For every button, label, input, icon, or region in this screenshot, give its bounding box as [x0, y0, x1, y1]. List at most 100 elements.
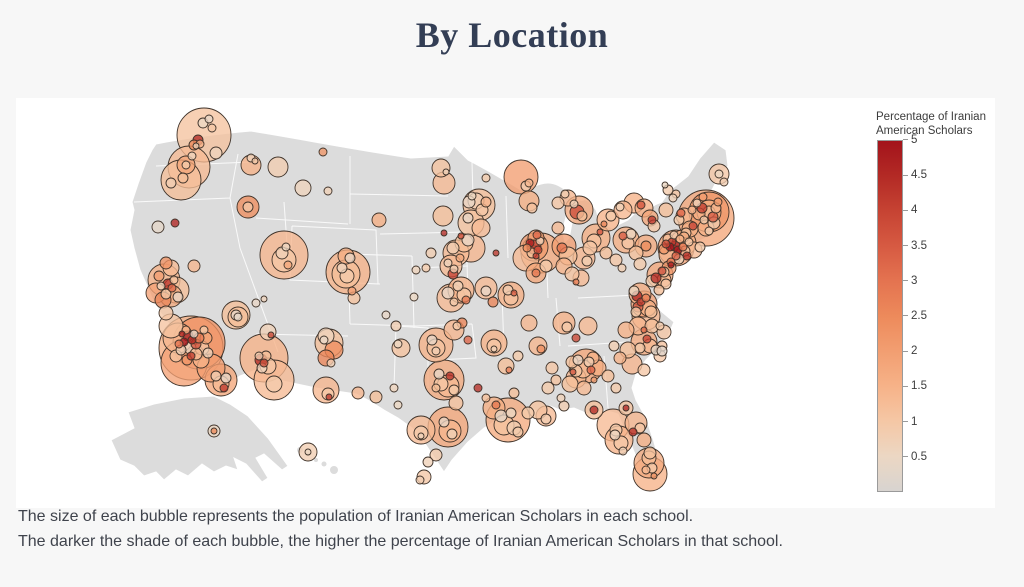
- bubble[interactable]: [628, 427, 638, 437]
- bubble[interactable]: [637, 363, 651, 377]
- bubble[interactable]: [586, 365, 596, 375]
- bubble[interactable]: [699, 215, 709, 225]
- bubble[interactable]: [449, 297, 459, 307]
- bubble[interactable]: [644, 305, 658, 319]
- bubble[interactable]: [259, 323, 277, 341]
- bubble[interactable]: [411, 265, 421, 275]
- bubble[interactable]: [452, 280, 464, 292]
- bubble[interactable]: [583, 356, 595, 368]
- bubble[interactable]: [259, 358, 269, 368]
- bubble[interactable]: [617, 263, 627, 273]
- bubble[interactable]: [641, 465, 651, 475]
- bubble[interactable]: [199, 325, 209, 335]
- bubble[interactable]: [539, 259, 553, 273]
- bubble[interactable]: [336, 262, 348, 274]
- bubble[interactable]: [448, 395, 464, 411]
- bubble[interactable]: [561, 375, 579, 393]
- bubble[interactable]: [461, 233, 475, 247]
- bubble[interactable]: [251, 298, 261, 308]
- bubble[interactable]: [540, 413, 552, 425]
- bubble[interactable]: [615, 202, 625, 212]
- bubble[interactable]: [532, 252, 540, 260]
- bubble[interactable]: [326, 358, 336, 368]
- bubble[interactable]: [457, 232, 465, 240]
- bubble[interactable]: [440, 229, 448, 237]
- bubble[interactable]: [520, 314, 538, 332]
- bubble[interactable]: [682, 251, 692, 261]
- bubble[interactable]: [505, 407, 517, 419]
- bubble[interactable]: [174, 339, 184, 349]
- bubble[interactable]: [667, 261, 675, 269]
- bubble[interactable]: [589, 405, 599, 415]
- bubble[interactable]: [463, 335, 473, 345]
- bubble[interactable]: [169, 275, 179, 285]
- bubble[interactable]: [487, 296, 499, 308]
- bubble[interactable]: [657, 266, 667, 276]
- bubble[interactable]: [443, 258, 453, 268]
- bubble[interactable]: [572, 278, 580, 286]
- bubble[interactable]: [393, 339, 403, 349]
- bubble[interactable]: [569, 368, 577, 376]
- bubble[interactable]: [508, 387, 520, 399]
- bubble[interactable]: [596, 228, 604, 236]
- bubble[interactable]: [613, 351, 627, 365]
- bubble[interactable]: [242, 201, 254, 213]
- bubble[interactable]: [551, 221, 565, 235]
- bubble[interactable]: [640, 240, 652, 252]
- bubble[interactable]: [446, 428, 458, 440]
- bubble[interactable]: [421, 263, 431, 273]
- bubble[interactable]: [650, 272, 662, 284]
- bubble[interactable]: [564, 266, 580, 282]
- bubble[interactable]: [325, 393, 333, 401]
- bubble[interactable]: [676, 208, 686, 218]
- bubble[interactable]: [432, 205, 454, 227]
- bubble[interactable]: [655, 321, 665, 331]
- bubble[interactable]: [251, 157, 259, 165]
- bubble[interactable]: [187, 259, 201, 273]
- bubble[interactable]: [207, 123, 217, 133]
- bubble[interactable]: [431, 346, 441, 356]
- bubble[interactable]: [532, 230, 542, 240]
- bubble[interactable]: [503, 159, 539, 195]
- bubble[interactable]: [390, 320, 402, 332]
- bubble[interactable]: [202, 347, 214, 359]
- bubble[interactable]: [609, 253, 623, 267]
- bubble[interactable]: [318, 147, 328, 157]
- bubble[interactable]: [471, 218, 491, 238]
- bubble[interactable]: [448, 384, 460, 396]
- bubble[interactable]: [576, 210, 588, 222]
- bubble[interactable]: [369, 390, 383, 404]
- bubble[interactable]: [719, 177, 729, 187]
- bubble[interactable]: [675, 234, 685, 244]
- bubble[interactable]: [467, 191, 477, 201]
- bubble[interactable]: [609, 429, 621, 441]
- bubble[interactable]: [618, 231, 628, 241]
- bubble[interactable]: [628, 285, 640, 297]
- bubble[interactable]: [481, 173, 491, 183]
- bubble[interactable]: [393, 400, 403, 410]
- bubble[interactable]: [210, 370, 222, 382]
- bubble[interactable]: [210, 427, 218, 435]
- bubble[interactable]: [281, 242, 291, 252]
- bubble[interactable]: [560, 189, 570, 199]
- bubble[interactable]: [204, 114, 214, 124]
- bubble[interactable]: [347, 286, 357, 296]
- bubble[interactable]: [165, 177, 177, 189]
- bubble[interactable]: [581, 255, 593, 267]
- bubble[interactable]: [160, 288, 172, 300]
- bubble[interactable]: [153, 270, 165, 282]
- bubble[interactable]: [630, 306, 642, 318]
- bubble[interactable]: [550, 374, 562, 386]
- bubble[interactable]: [636, 200, 646, 210]
- bubble[interactable]: [714, 169, 724, 179]
- bubble[interactable]: [678, 242, 688, 252]
- bubble[interactable]: [524, 178, 534, 188]
- bubble[interactable]: [426, 334, 438, 346]
- bubble[interactable]: [233, 312, 243, 322]
- bubble[interactable]: [189, 329, 199, 339]
- bubble[interactable]: [713, 197, 723, 207]
- bubble[interactable]: [531, 268, 541, 278]
- bubble[interactable]: [371, 212, 387, 228]
- bubble[interactable]: [668, 193, 678, 203]
- bubble[interactable]: [452, 321, 462, 331]
